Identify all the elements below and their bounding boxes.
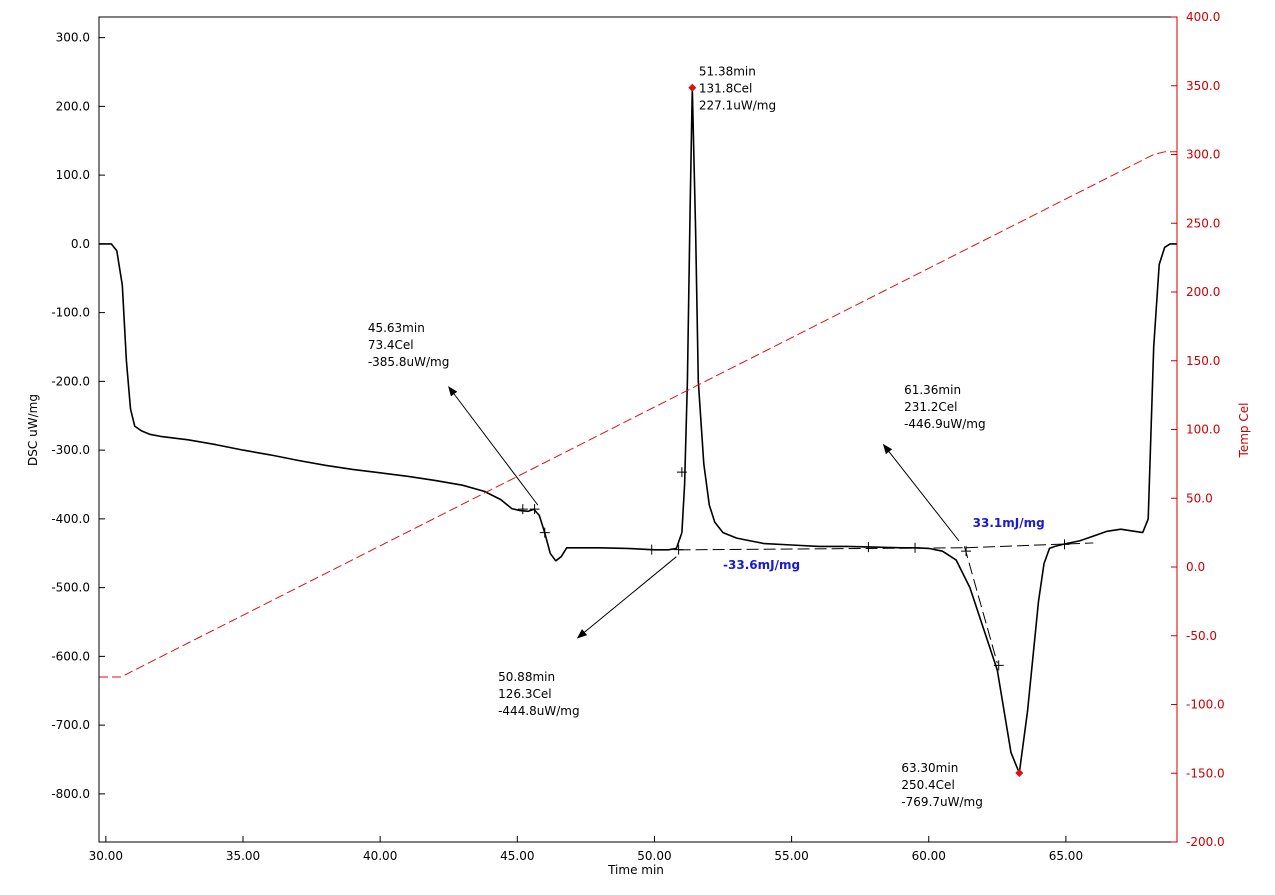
x-tick-label: 30.00 <box>89 849 123 863</box>
y-tick-label: 0.0 <box>71 237 90 251</box>
y2-axis-title: Temp Cel <box>1237 403 1251 459</box>
annotation-temp-label: 73.4Cel <box>368 338 414 352</box>
x-tick-label: 45.00 <box>500 849 534 863</box>
peak-marker <box>1015 769 1024 778</box>
evaluation-tick-mark <box>910 542 921 553</box>
annotation-arrow <box>576 556 677 639</box>
y-tick-label: -300.0 <box>51 443 90 457</box>
y-tick-label: 300.0 <box>56 31 90 45</box>
evaluation-tick-mark <box>539 527 550 538</box>
y-tick-label: -200.0 <box>51 374 90 388</box>
annotation-temp-label: 231.2Cel <box>904 400 957 414</box>
evaluation-tick-mark <box>863 542 874 553</box>
annotation-temp-label: 126.3Cel <box>498 687 551 701</box>
annotation-time-label: 45.63min <box>368 321 425 335</box>
y-tick-label: -600.0 <box>51 649 90 663</box>
y-tick-label: 100.0 <box>56 168 90 182</box>
annotation-temp-label: 250.4Cel <box>901 778 954 792</box>
evaluation-tick-mark <box>673 544 684 555</box>
annotation-time-label: 63.30min <box>901 761 958 775</box>
annotation-value-label: -769.7uW/mg <box>901 795 983 809</box>
y-tick-label: -400.0 <box>51 512 90 526</box>
x-tick-label: 60.00 <box>912 849 946 863</box>
temperature-series-line <box>99 151 1177 678</box>
x-tick-label: 65.00 <box>1049 849 1083 863</box>
enthalpy-label: -33.6mJ/mg <box>723 558 800 572</box>
integration-baseline <box>963 546 998 664</box>
annotation-value-label: 227.1uW/mg <box>699 98 776 112</box>
enthalpy-label: 33.1mJ/mg <box>973 516 1045 530</box>
y2-tick-label: 200.0 <box>1186 285 1220 299</box>
y2-tick-label: 400.0 <box>1186 10 1220 24</box>
x-tick-label: 50.00 <box>637 849 671 863</box>
y2-tick-label: 50.0 <box>1186 491 1213 505</box>
y2-tick-label: -200.0 <box>1186 835 1225 849</box>
y-tick-label: -700.0 <box>51 718 90 732</box>
annotation-temp-label: 131.8Cel <box>699 81 752 95</box>
x-tick-label: 35.00 <box>226 849 260 863</box>
annotation-time-label: 50.88min <box>498 670 555 684</box>
evaluation-tick-mark <box>676 467 687 478</box>
evaluation-tick-mark <box>1059 539 1070 550</box>
y-tick-label: -100.0 <box>51 306 90 320</box>
evaluation-tick-mark <box>529 504 540 515</box>
y2-tick-label: -100.0 <box>1186 698 1225 712</box>
y2-tick-label: 150.0 <box>1186 354 1220 368</box>
annotation-value-label: -444.8uW/mg <box>498 704 580 718</box>
annotation-arrow <box>448 386 539 506</box>
x-tick-label: 40.00 <box>363 849 397 863</box>
y2-tick-label: 100.0 <box>1186 423 1220 437</box>
y2-tick-label: 0.0 <box>1186 560 1205 574</box>
y2-tick-label: 300.0 <box>1186 148 1220 162</box>
evaluation-tick-mark <box>646 544 657 555</box>
peak-marker <box>688 83 697 92</box>
y2-tick-label: -150.0 <box>1186 766 1225 780</box>
y-tick-label: 200.0 <box>56 99 90 113</box>
x-axis-title: Time min <box>607 863 664 877</box>
y2-tick-label: 250.0 <box>1186 216 1220 230</box>
annotation-value-label: -446.9uW/mg <box>904 417 986 431</box>
y2-tick-label: -50.0 <box>1186 629 1217 643</box>
evaluation-tick-mark <box>993 660 1004 671</box>
evaluation-tick-mark <box>961 546 972 557</box>
y-tick-label: -500.0 <box>51 581 90 595</box>
y-tick-label: -800.0 <box>51 787 90 801</box>
annotation-time-label: 51.38min <box>699 64 756 78</box>
y-axis-title: DSC uW/mg <box>26 394 40 466</box>
annotation-value-label: -385.8uW/mg <box>368 355 450 369</box>
annotation-arrow <box>882 443 960 542</box>
x-tick-label: 55.00 <box>774 849 808 863</box>
evaluation-tick-mark <box>517 504 528 515</box>
integration-baseline <box>966 542 1094 549</box>
y2-tick-label: 350.0 <box>1186 79 1220 93</box>
annotation-time-label: 61.36min <box>904 383 961 397</box>
